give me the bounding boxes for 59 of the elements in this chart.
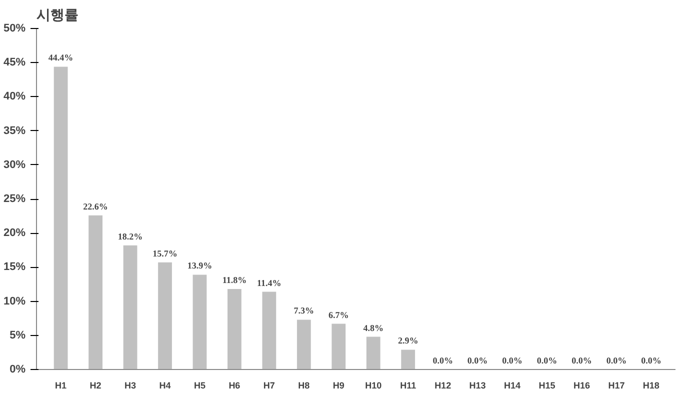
data-label: 2.9%: [398, 336, 418, 346]
y-tick-label: 5%: [10, 329, 26, 342]
x-tick-label: H8: [298, 380, 310, 390]
data-label: 44.4%: [48, 52, 74, 63]
bar: [158, 262, 172, 370]
data-label: 7.3%: [294, 306, 314, 316]
bar: [296, 320, 311, 370]
bar: [332, 324, 346, 370]
data-label: 6.7%: [328, 310, 349, 320]
data-label: 13.9%: [187, 260, 212, 271]
data-label: 18.2%: [118, 231, 143, 242]
data-label: 0.0%: [641, 356, 662, 366]
x-tick-label: H10: [365, 380, 382, 390]
bar: [366, 336, 380, 370]
bar: [228, 289, 242, 370]
bar: [192, 274, 207, 370]
y-tick-label: 25%: [3, 193, 26, 205]
x-tick-label: H1: [55, 380, 67, 390]
data-label: 0.0%: [467, 356, 488, 366]
data-label: 0.0%: [536, 356, 558, 366]
y-tick-label: 10%: [3, 295, 26, 308]
data-label: 4.8%: [363, 322, 384, 333]
x-tick-label: H4: [159, 380, 171, 390]
x-tick-label: H11: [400, 380, 416, 390]
bar: [123, 245, 138, 370]
x-tick-label: H3: [124, 380, 136, 390]
data-label: 0.0%: [502, 356, 522, 366]
y-tick-label: 50%: [3, 22, 26, 34]
x-tick-label: H9: [332, 380, 344, 390]
y-tick-label: 15%: [3, 261, 26, 274]
data-label: 15.7%: [152, 248, 178, 258]
data-label: 22.6%: [83, 201, 108, 212]
bar: [88, 215, 102, 370]
data-label: 0.0%: [606, 356, 627, 366]
x-tick-label: H6: [228, 380, 240, 390]
x-tick-label: H12: [434, 380, 452, 390]
x-tick-label: H18: [642, 380, 660, 390]
y-tick-label: 35%: [3, 124, 26, 137]
x-tick-label: H17: [608, 380, 625, 390]
data-label: 11.8%: [222, 275, 247, 286]
y-tick-label: 0%: [10, 364, 26, 376]
data-label: 0.0%: [572, 356, 592, 366]
bar: [54, 66, 68, 370]
data-label: 11.4%: [257, 278, 282, 288]
y-tick-label: 45%: [3, 56, 26, 69]
data-label: 0.0%: [432, 356, 453, 366]
x-tick-label: H15: [538, 380, 556, 390]
y-tick-label: 30%: [3, 158, 26, 171]
y-tick-label: 20%: [3, 227, 26, 240]
x-tick-label: H16: [573, 380, 590, 390]
bar: [262, 292, 276, 370]
x-tick-label: H13: [469, 380, 486, 390]
y-tick-label: 40%: [3, 90, 26, 103]
bar: [401, 350, 416, 370]
x-tick-label: H14: [504, 380, 521, 390]
x-tick-label: H7: [263, 380, 275, 390]
x-tick-label: H2: [90, 380, 102, 390]
x-tick-label: H5: [194, 380, 206, 390]
chart-title: 시행률: [36, 8, 78, 24]
